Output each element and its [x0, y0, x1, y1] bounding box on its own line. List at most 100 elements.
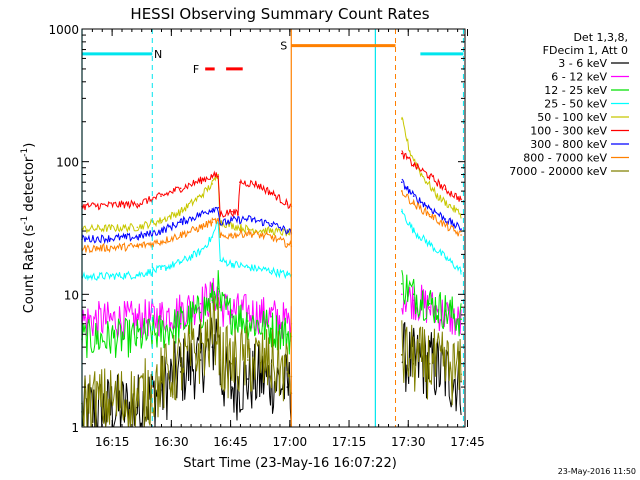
series-point — [247, 228, 249, 230]
series-point — [428, 243, 431, 245]
x-tick-label: 16:15 — [95, 435, 130, 449]
y-axis-label-part: -1 — [20, 216, 30, 225]
series-point — [160, 219, 162, 222]
legend-header: Det 1,3,8, — [573, 31, 628, 44]
series-point — [401, 210, 403, 213]
series-point — [247, 232, 249, 234]
series-point — [247, 320, 249, 322]
series-point — [460, 318, 462, 321]
series-point — [444, 224, 447, 227]
series-point — [231, 362, 233, 365]
series-line — [401, 208, 462, 275]
series-point — [247, 218, 249, 220]
y-tick-label: 1000 — [48, 23, 79, 37]
series-point — [219, 236, 221, 238]
x-tick-label: 16:30 — [154, 435, 189, 449]
series-point — [412, 203, 415, 205]
series-point — [412, 299, 415, 302]
series-point — [160, 315, 162, 318]
series-point — [270, 230, 273, 232]
series-line — [81, 217, 292, 254]
series-point — [286, 386, 289, 388]
series-point — [270, 270, 273, 272]
series-point — [444, 256, 447, 259]
series-point — [428, 175, 431, 177]
series-line — [401, 189, 462, 237]
series-point — [444, 366, 447, 369]
series-point — [211, 183, 214, 185]
series-point — [211, 299, 214, 302]
series-point — [270, 223, 273, 225]
legend-entry-label: 6 - 12 keV — [551, 71, 607, 84]
series-point — [217, 206, 219, 209]
series-point — [136, 337, 139, 339]
series-line — [81, 277, 292, 342]
footer-timestamp: 23-May-2016 11:50 — [558, 467, 636, 476]
series-point — [199, 250, 202, 253]
series-point — [211, 221, 214, 223]
series-point — [160, 195, 162, 197]
series-point — [160, 268, 162, 270]
series-point — [211, 346, 214, 348]
series-point — [231, 263, 233, 265]
series-line — [81, 206, 292, 245]
series-point — [412, 359, 415, 361]
series-point — [199, 302, 202, 305]
legend-header: FDecim 1, Att 0 — [543, 44, 628, 57]
series-point — [460, 228, 462, 230]
series-point — [199, 226, 202, 229]
series-point — [270, 236, 273, 238]
legend-entry-label: 25 - 50 keV — [544, 98, 607, 111]
series-point — [401, 293, 403, 296]
series-point — [231, 234, 233, 236]
y-axis-label-part: detector — [22, 156, 37, 216]
series-line — [81, 175, 292, 237]
series-point — [136, 245, 139, 248]
series-point — [179, 234, 182, 236]
x-tick-label: 16:45 — [213, 435, 248, 449]
series-point — [217, 175, 219, 177]
series-point — [270, 328, 273, 330]
series-point — [160, 380, 162, 383]
series-point — [247, 312, 249, 315]
series-point — [211, 236, 214, 238]
series-point — [199, 311, 202, 314]
series-point — [136, 203, 139, 205]
series-point — [412, 230, 415, 232]
series-point — [401, 190, 403, 192]
plot-content: N F S — [81, 29, 464, 428]
series-line — [81, 170, 292, 218]
series-point — [247, 378, 249, 380]
legend-entry-label: 300 - 800 keV — [530, 138, 607, 151]
series-point — [444, 310, 447, 312]
series-point — [219, 306, 221, 309]
series-point — [420, 173, 423, 176]
series-point — [286, 321, 289, 323]
series-point — [231, 310, 233, 312]
series-point — [136, 226, 139, 229]
series-point — [217, 323, 219, 325]
series-point — [136, 406, 139, 409]
series-line — [401, 178, 462, 232]
series-line — [81, 220, 292, 282]
x-axis-label: Start Time (23-May-16 16:07:22) — [183, 456, 397, 471]
series-point — [436, 195, 439, 197]
series-point — [401, 152, 403, 155]
flag-label: S — [280, 40, 287, 53]
series-point — [401, 354, 403, 356]
series-point — [179, 362, 182, 365]
series-point — [179, 210, 182, 213]
series-line — [81, 295, 292, 428]
series-point — [211, 208, 214, 210]
series-point — [211, 333, 214, 336]
x-tick-label: 17:00 — [273, 435, 308, 449]
series-point — [444, 188, 447, 190]
series-point — [231, 210, 233, 213]
series-point — [401, 283, 403, 285]
x-axis: 16:15 16:30 16:45 17:00 17:15 17:30 17:45 — [91, 29, 485, 449]
series-point — [199, 179, 202, 182]
flag-label: F — [193, 63, 199, 76]
series-point — [401, 118, 403, 120]
